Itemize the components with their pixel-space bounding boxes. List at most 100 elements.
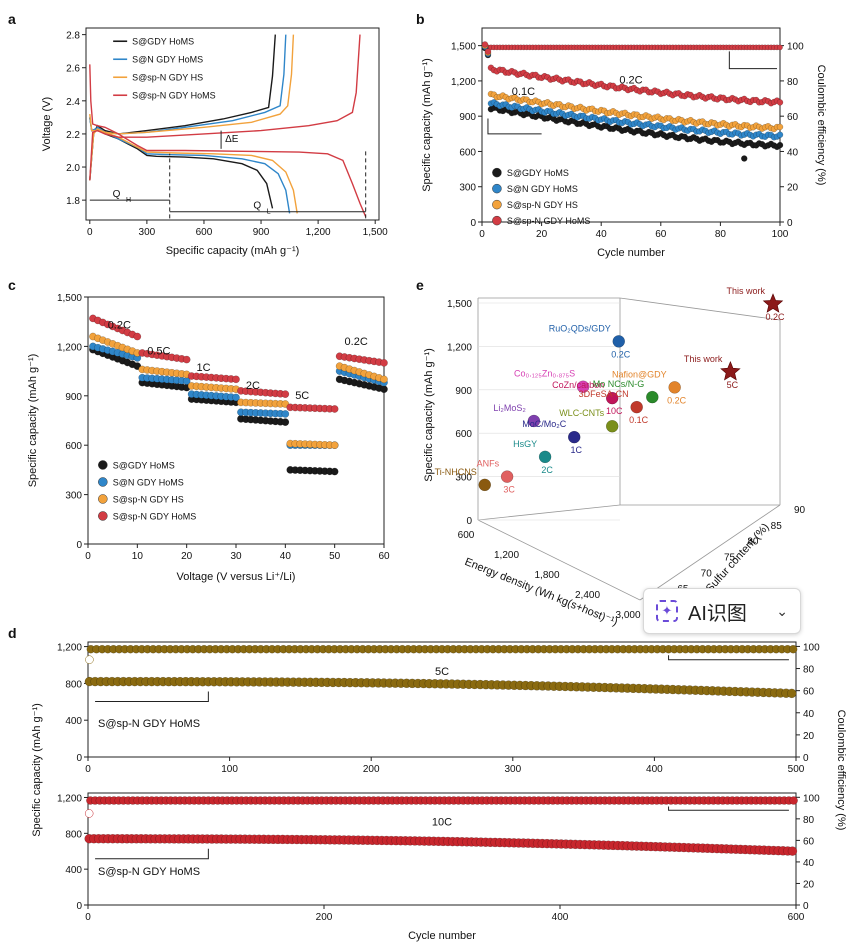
curve-charge (89, 34, 295, 181)
panel-label: d (8, 625, 17, 641)
x-tick-label: 1,800 (534, 570, 559, 581)
data-point (776, 99, 784, 106)
data-point (481, 41, 489, 48)
rate-label: 1C (197, 362, 211, 374)
legend-label: S@N GDY HoMS (113, 477, 184, 487)
y2-tick-label: 0 (803, 753, 809, 764)
data-point (281, 418, 290, 426)
data-point (133, 332, 142, 341)
box-edge (619, 297, 781, 321)
point-label: Ti-NHCNS (435, 467, 477, 477)
y-tick-label: 2.4 (66, 97, 80, 108)
point-label: 3DFeSA-CN (579, 389, 629, 399)
point-sub-label: 5C (727, 380, 739, 390)
y-tick-label: 1,200 (57, 643, 82, 654)
y2-tick-label: 40 (803, 709, 815, 720)
y2-tick-label: 100 (787, 42, 804, 53)
sphere-point (605, 419, 619, 433)
delta-e-label: ΔE (225, 134, 239, 145)
y2-tick-label: 100 (803, 642, 820, 653)
point-sub-label: 1C (570, 445, 582, 455)
sphere-point (646, 390, 659, 404)
legend-label: S@GDY HoMS (113, 460, 175, 470)
sphere-point (567, 430, 581, 444)
y-tick-label: 0 (466, 516, 472, 527)
data-point (380, 385, 388, 394)
z-tick-label: 85 (771, 521, 783, 532)
sphere-point (478, 478, 491, 492)
x-tick-label: 60 (378, 551, 390, 562)
rate-label: 0.1C (512, 86, 535, 98)
x-tick-label: 80 (715, 229, 727, 240)
panel-c-chart: c0 10 20 30 40 50 6003006009001,2001,500Voltag… (8, 277, 390, 583)
point-label: Co₀.₁₂₅Zn₀.₈₇₅S (514, 369, 575, 379)
rate-label: 5C (295, 390, 309, 402)
legend-marker (98, 511, 108, 521)
data-point (281, 390, 290, 399)
y-tick-label: 1,500 (451, 42, 476, 53)
x-tick-label: 1,200 (306, 227, 331, 238)
data-point (484, 48, 492, 55)
panel-d-bottom-chart: 0 200 400 60004008001,20002040608010010CS@s… (57, 792, 820, 942)
y-tick-label: 2.2 (66, 130, 80, 141)
legend-marker (98, 477, 108, 487)
ce-arrow (668, 655, 789, 661)
x-axis-label: Cycle number (597, 247, 665, 259)
curve-charge (89, 34, 287, 181)
y-tick-label: 900 (65, 392, 82, 403)
ai-recognize-label: AI识图 (688, 602, 747, 625)
x-tick-label: 0 (85, 912, 91, 923)
x-tick-label: 2,400 (575, 590, 600, 601)
y-tick-label: 1,500 (447, 299, 472, 310)
data-point (182, 355, 191, 364)
x-tick-label: 400 (552, 912, 569, 923)
sphere-point (612, 335, 625, 348)
legend-label: S@sp-N GDY HoMS (132, 91, 216, 101)
box-edge (477, 504, 621, 521)
y2-tick-label: 60 (803, 687, 815, 698)
x-tick-label: 100 (772, 229, 789, 240)
chevron-down-icon: ⌄ (776, 602, 788, 619)
rate-label: 0.2C (619, 74, 642, 86)
y-tick-label: 400 (65, 716, 82, 727)
y-axis-label: Specific capacity (mAh g⁻¹) (423, 348, 435, 482)
point-sub-label: 0.2C (667, 395, 687, 405)
point-label: Nafion@GDY (612, 369, 667, 379)
y-tick-label: 300 (459, 183, 476, 194)
legend-marker (492, 183, 502, 194)
panel-d-top-chart: d0 100 200 300 400 50004008001,20002040608010… (8, 625, 847, 837)
y-tick-label: 900 (455, 386, 472, 397)
point-label: This work (726, 286, 765, 296)
rate-label: 0.2C (108, 319, 131, 331)
point-label: This work (684, 354, 723, 364)
outlier-point (740, 155, 748, 162)
plot-frame (85, 27, 380, 221)
box-edge (477, 519, 641, 601)
x-tick-label: 40 (596, 229, 608, 240)
x-tick-label: 500 (788, 764, 805, 775)
y2-tick-label: 20 (803, 879, 815, 890)
ai-recognize-button[interactable]: ✦ AI识图 ⌄ (643, 588, 801, 634)
y-axis-label: Voltage (V) (41, 97, 53, 151)
x-axis-label: Specific capacity (mAh g⁻¹) (166, 245, 300, 257)
x-tick-label: 400 (646, 764, 663, 775)
capacity-arrow (95, 691, 209, 703)
z-tick-label: 70 (701, 568, 713, 579)
legend-marker (492, 199, 502, 210)
x-tick-label: 20 (536, 229, 548, 240)
panel-a-chart: a 0 300 600 900 1,200 1,500 1.8 2.0 2.2 2.4 2.6 2.8 S… (8, 11, 388, 257)
point-sub-label: 0.1C (629, 415, 649, 425)
x-tick-label: 600 (196, 227, 213, 238)
legend-label: S@sp-N GDY HoMS (113, 511, 197, 521)
y-tick-label: 1,200 (447, 342, 472, 353)
capacity-arrow (487, 118, 542, 135)
z-axis-label: Sulfur content (%) (704, 521, 772, 594)
y2-tick-label: 20 (803, 731, 815, 742)
x-tick-label: 50 (329, 551, 341, 562)
panel-e-chart: e 0 300 600 900 1,200 1,500 Specific capacity (… (416, 277, 806, 628)
point-sub-label: 0.2C (765, 312, 785, 322)
ce-first-point (85, 655, 94, 664)
curve-charge (89, 34, 361, 181)
z-tick-label: 90 (794, 505, 806, 516)
point-sub-label: 10C (606, 406, 623, 416)
